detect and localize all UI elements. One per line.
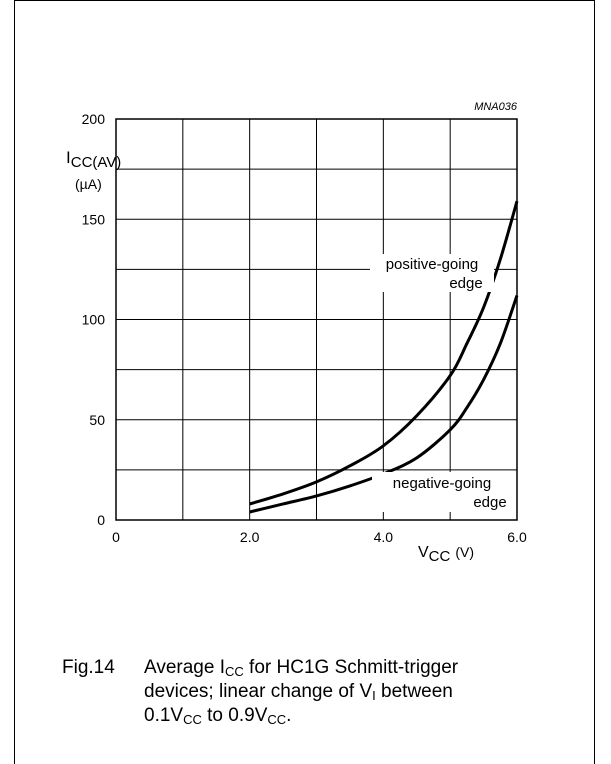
chart-curves [249,200,519,514]
x-tick-label: 4.0 [374,529,394,545]
plot-border [115,118,518,521]
curve-positive-going-edge [249,200,519,506]
caption-line-3: 0.1VCC to 0.9VCC. [144,705,292,727]
y-axis-unit: (µA) [75,176,102,192]
y-tick-label: 200 [82,111,106,127]
x-tick-label: 6.0 [507,529,527,545]
svg-text:edge: edge [449,275,482,292]
x-axis-label: VCC (V) [418,544,474,565]
y-axis-label: ICC(AV) [66,148,121,171]
caption-line-2: devices; linear change of VI between [144,681,453,703]
svg-text:positive-going: positive-going [386,256,479,273]
curve-negative-going-edge [249,294,519,514]
figure-frame [14,0,595,764]
chart-grid [116,119,517,520]
x-tick-label: 0 [112,529,120,545]
svg-text:edge: edge [473,494,506,511]
caption-figure-number: Fig.14 [62,657,115,678]
x-tick-label: 2.0 [240,529,260,545]
y-tick-label: 150 [82,211,106,227]
tick-labels: 0 50 100 150 200 0 2.0 4.0 6.0 [82,111,527,545]
series-label-negative: negative-going edge [372,472,516,512]
y-tick-label: 50 [89,412,105,428]
svg-text:negative-going: negative-going [393,475,491,492]
y-tick-label: 100 [82,312,106,328]
series-label-positive: positive-going edge [370,254,494,292]
chart: 0 50 100 150 200 0 2.0 4.0 6.0 MNA036 ICC(AV) (µ… [66,101,527,565]
figure-code: MNA036 [474,101,518,113]
y-tick-label: 0 [97,512,105,528]
caption-line-1: Average ICC for HC1G Schmitt-trigger [144,657,459,679]
